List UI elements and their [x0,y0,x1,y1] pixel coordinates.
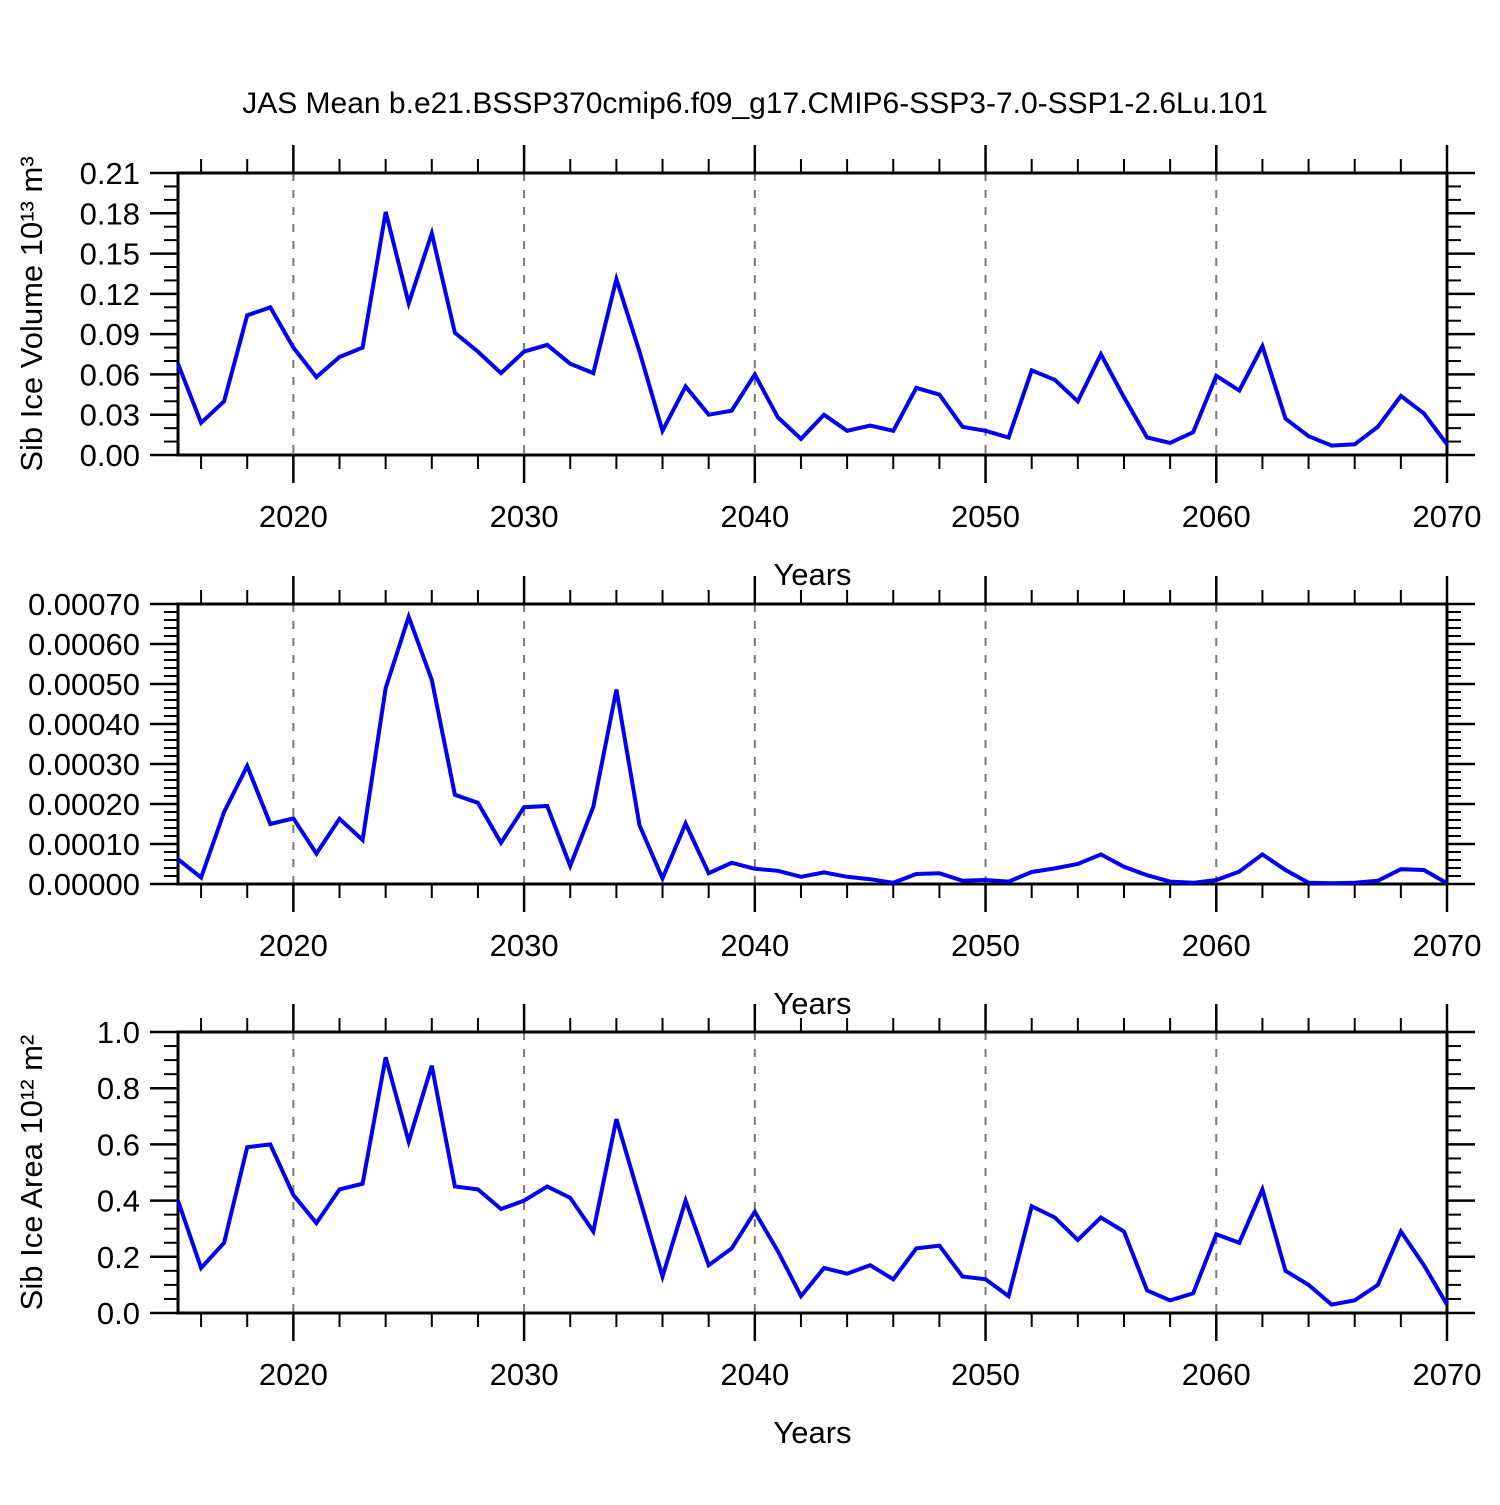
x-tick-label: 2050 [951,499,1020,534]
x-tick-label: 2040 [720,499,789,534]
panel-1: 2020 2030 2040 2050 2060 2070 0.00000 0.00010 0.… [28,576,1482,1021]
plot-frame [176,602,1449,886]
x-axis-title: Years [773,1415,851,1450]
panel-2: 2020 2030 2040 2050 2060 2070 0.0 0.2 0.4 0.6 0.8 1… [14,1004,1481,1450]
y-tick-label: 0.00000 [28,867,140,902]
y-tick-label: 0.00010 [28,827,140,862]
x-tick-label: 2020 [259,928,328,963]
x-tick-label: 2050 [951,1357,1020,1392]
data-line-panel-1 [176,610,1448,886]
x-axis-title: Years [773,557,851,592]
y-tick-label: 0.00070 [28,587,140,622]
y-tick-label: 0.09 [80,317,140,352]
panel-0: 2020 2030 2040 2050 2060 2070 0.00 0.03 0.06 0.09… [14,145,1481,592]
x-tick-label: 2030 [490,928,559,963]
y-tick-label: 0.4 [97,1184,140,1219]
x-tick-label: 2070 [1413,928,1482,963]
y-tick-label: 0.18 [80,196,140,231]
y-tick-label: 0.15 [80,237,140,272]
y-tick-label: 0.0 [97,1296,140,1331]
y-tick-label: 0.21 [80,156,140,191]
y-tick-label: 0.03 [80,398,140,433]
y-tick-label: 0.8 [97,1071,140,1106]
plot-frame [176,171,1449,457]
x-tick-label: 2040 [720,1357,789,1392]
y-tick-label: 0.06 [80,357,140,392]
y-tick-label: 0.00 [80,438,140,473]
y-tick-label: 0.12 [80,277,140,312]
y-tick-label: 0.00020 [28,787,140,822]
x-tick-label: 2070 [1413,499,1482,534]
data-line-panel-2 [176,1056,1449,1307]
x-tick-label: 2060 [1182,1357,1251,1392]
x-tick-label: 2060 [1182,928,1251,963]
y-tick-label: 0.2 [97,1240,140,1275]
y-axis-title: Sib Ice Volume 10¹³ m³ [14,156,49,471]
plot-frame [176,1030,1449,1315]
y-tick-label: 0.00040 [28,707,140,742]
x-tick-label: 2030 [490,499,559,534]
x-tick-label: 2030 [490,1357,559,1392]
data-line-panel-0 [176,211,1449,448]
x-axis-title: Years [773,986,851,1021]
x-tick-label: 2020 [259,1357,328,1392]
y-tick-label: 0.00060 [28,627,140,662]
x-tick-label: 2070 [1413,1357,1482,1392]
x-tick-label: 2060 [1182,499,1251,534]
x-tick-label: 2040 [720,928,789,963]
y-tick-label: 0.00050 [28,667,140,702]
x-tick-label: 2020 [259,499,328,534]
x-tick-label: 2050 [951,928,1020,963]
y-tick-label: 0.6 [97,1127,140,1162]
panels-container: 2020 2030 2040 2050 2060 2070 0.00 0.03 0.06 0.09… [14,145,1481,1450]
figure-title: JAS Mean b.e21.BSSP370cmip6.f09_g17.CMIP… [242,87,1268,120]
y-axis-title: Sib Ice Area 10¹² m² [14,1035,49,1311]
y-tick-label: 1.0 [97,1015,140,1050]
y-tick-label: 0.00030 [28,747,140,782]
